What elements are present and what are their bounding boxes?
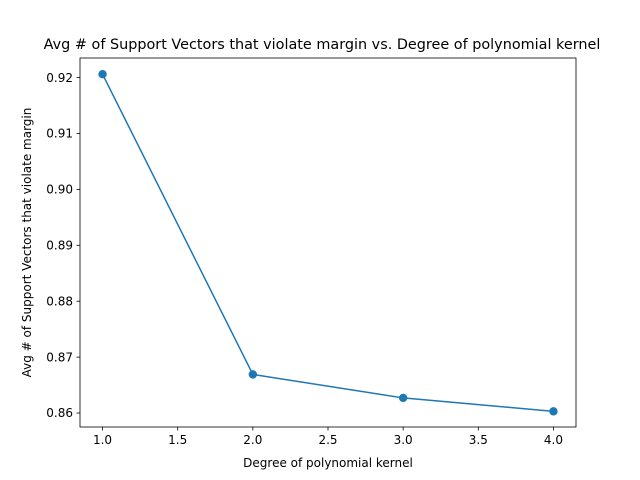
chart-title: Avg # of Support Vectors that violate ma… xyxy=(44,37,601,53)
x-tick-label: 4.0 xyxy=(544,433,563,447)
y-axis-label: Avg # of Support Vectors that violate ma… xyxy=(20,108,34,378)
data-point xyxy=(398,393,408,403)
x-tick-label: 1.0 xyxy=(93,433,112,447)
x-tick-label: 2.5 xyxy=(318,433,337,447)
y-tick-label: 0.92 xyxy=(46,71,73,85)
plot-area xyxy=(98,70,558,416)
x-axis-ticks: 1.0 1.5 2.0 2.5 3.0 3.5 4.0 xyxy=(93,427,563,447)
data-point xyxy=(98,70,107,79)
axes-frame xyxy=(79,57,577,428)
y-tick-label: 0.89 xyxy=(46,238,73,252)
x-axis-label: Degree of polynomial kernel xyxy=(243,456,413,470)
data-point xyxy=(549,407,558,416)
data-point xyxy=(248,370,258,379)
y-tick-label: 0.88 xyxy=(46,294,73,308)
x-tick-label: 1.5 xyxy=(168,433,187,447)
y-tick-label: 0.90 xyxy=(46,183,73,197)
y-axis-ticks: 0.86 0.87 0.88 0.89 0.90 0.91 0.92 xyxy=(46,71,80,420)
x-tick-label: 3.0 xyxy=(394,433,413,447)
x-tick-label: 3.5 xyxy=(469,433,488,447)
y-tick-label: 0.86 xyxy=(46,406,73,420)
y-tick-label: 0.87 xyxy=(46,350,73,364)
y-tick-label: 0.91 xyxy=(46,127,73,141)
series-line xyxy=(101,73,554,413)
x-tick-label: 2.0 xyxy=(243,433,262,447)
